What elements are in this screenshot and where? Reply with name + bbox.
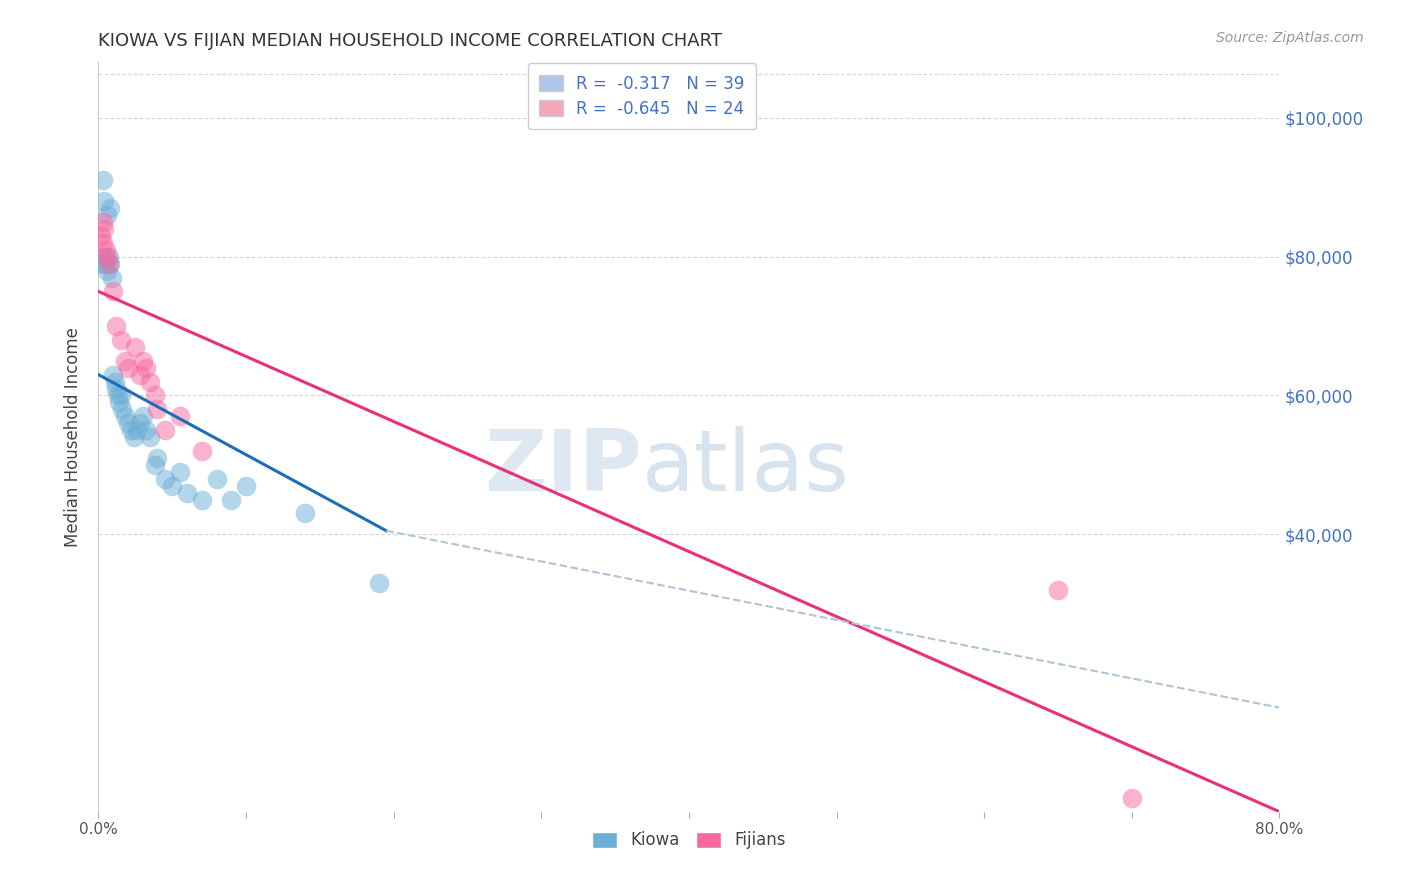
Point xyxy=(114,409,136,424)
Point xyxy=(135,360,157,375)
Point xyxy=(98,257,121,271)
Point xyxy=(91,257,114,271)
Point xyxy=(128,416,150,430)
Point xyxy=(117,416,139,430)
Point xyxy=(103,285,125,299)
Point xyxy=(90,228,112,243)
Point xyxy=(235,478,257,492)
Point xyxy=(1046,582,1070,597)
Point xyxy=(91,235,114,250)
Point xyxy=(128,368,150,382)
Point xyxy=(191,492,214,507)
Point xyxy=(132,409,155,424)
Point xyxy=(153,472,176,486)
Point xyxy=(294,507,316,521)
Point xyxy=(96,263,118,277)
Point xyxy=(104,375,127,389)
Point xyxy=(146,402,169,417)
Point xyxy=(221,492,243,507)
Point xyxy=(98,201,121,215)
Point xyxy=(132,353,155,368)
Point xyxy=(96,208,118,222)
Point xyxy=(108,395,131,409)
Point xyxy=(125,423,148,437)
Point xyxy=(110,333,132,347)
Legend: Kiowa, Fijians: Kiowa, Fijians xyxy=(585,824,793,855)
Point xyxy=(93,194,115,209)
Point xyxy=(169,465,191,479)
Point xyxy=(122,430,145,444)
Point xyxy=(96,250,118,264)
Point xyxy=(368,575,391,590)
Point xyxy=(100,270,122,285)
Text: atlas: atlas xyxy=(641,425,849,508)
Point xyxy=(191,444,214,458)
Point xyxy=(91,173,114,187)
Point xyxy=(103,368,125,382)
Point xyxy=(97,257,120,271)
Point xyxy=(143,458,166,472)
Y-axis label: Median Household Income: Median Household Income xyxy=(65,327,83,547)
Point xyxy=(1121,790,1143,805)
Point xyxy=(94,257,117,271)
Point xyxy=(135,423,157,437)
Point xyxy=(105,382,128,396)
Point xyxy=(162,478,183,492)
Point xyxy=(114,353,136,368)
Point xyxy=(105,319,128,334)
Point xyxy=(139,375,162,389)
Point xyxy=(93,250,115,264)
Point xyxy=(117,360,139,375)
Point xyxy=(97,250,120,264)
Point xyxy=(146,450,169,465)
Point xyxy=(93,222,115,236)
Point xyxy=(91,215,114,229)
Text: Source: ZipAtlas.com: Source: ZipAtlas.com xyxy=(1216,31,1364,45)
Point xyxy=(124,340,146,354)
Point xyxy=(169,409,191,424)
Text: KIOWA VS FIJIAN MEDIAN HOUSEHOLD INCOME CORRELATION CHART: KIOWA VS FIJIAN MEDIAN HOUSEHOLD INCOME … xyxy=(98,32,723,50)
Point xyxy=(111,402,134,417)
Point xyxy=(205,472,228,486)
Point xyxy=(110,388,132,402)
Text: ZIP: ZIP xyxy=(484,425,641,508)
Point xyxy=(139,430,162,444)
Point xyxy=(153,423,176,437)
Point xyxy=(94,243,117,257)
Point xyxy=(120,423,142,437)
Point xyxy=(107,388,129,402)
Point xyxy=(176,485,198,500)
Point xyxy=(143,388,166,402)
